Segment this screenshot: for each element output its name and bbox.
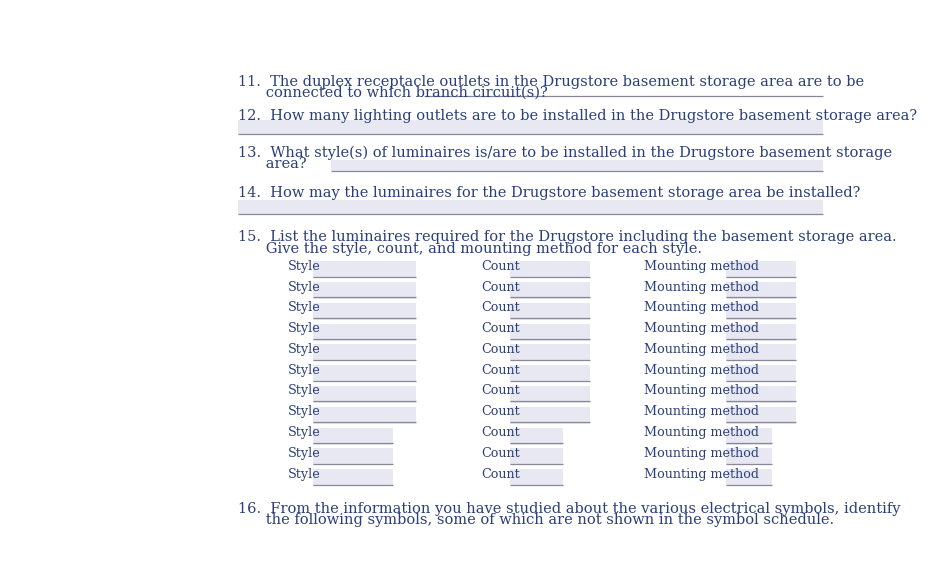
Bar	[726, 324, 795, 340]
Text: Style: Style	[288, 260, 321, 273]
Bar	[313, 448, 393, 465]
Text: Count: Count	[481, 364, 521, 376]
Text: Mounting method: Mounting method	[645, 447, 760, 460]
Bar	[313, 303, 415, 320]
Text: Style: Style	[288, 281, 321, 293]
Text: connected to which branch circuit(s)?: connected to which branch circuit(s)?	[238, 86, 547, 100]
Text: the following symbols, some of which are not shown in the symbol schedule.: the following symbols, some of which are…	[238, 513, 834, 527]
Text: Mounting method: Mounting method	[645, 343, 760, 356]
Circle shape	[310, 526, 327, 543]
Text: Count: Count	[481, 426, 521, 439]
Bar	[510, 324, 590, 340]
Bar	[238, 120, 822, 134]
Text: Mounting method: Mounting method	[645, 405, 760, 418]
Circle shape	[264, 526, 281, 543]
Bar	[726, 386, 795, 403]
Bar	[510, 365, 590, 382]
Bar	[510, 344, 590, 362]
Bar	[313, 386, 415, 403]
Text: Mounting method: Mounting method	[645, 322, 760, 335]
Bar	[726, 282, 795, 299]
Bar	[313, 324, 415, 340]
Bar	[726, 427, 773, 445]
Text: Mounting method: Mounting method	[645, 301, 760, 315]
Bar	[726, 344, 795, 362]
Bar	[726, 365, 795, 382]
Text: Mounting method: Mounting method	[645, 260, 760, 273]
Text: Count: Count	[481, 405, 521, 418]
Text: Count: Count	[481, 301, 521, 315]
Text: Style: Style	[288, 322, 321, 335]
Text: Mounting method: Mounting method	[645, 384, 760, 398]
Text: Count: Count	[481, 322, 521, 335]
Bar	[313, 365, 415, 382]
Bar	[313, 407, 415, 423]
Bar	[726, 261, 795, 278]
Bar	[726, 469, 773, 486]
Text: Count: Count	[481, 260, 521, 273]
Text: Mounting method: Mounting method	[645, 281, 760, 293]
Text: Mounting method: Mounting method	[645, 426, 760, 439]
Text: Style: Style	[288, 426, 321, 439]
Text: 12.  How many lighting outlets are to be installed in the Drugstore basement sto: 12. How many lighting outlets are to be …	[238, 109, 916, 123]
Text: Mounting method: Mounting method	[645, 468, 760, 481]
Text: Count: Count	[481, 468, 521, 481]
Text: Mounting method: Mounting method	[645, 364, 760, 376]
Bar	[726, 407, 795, 423]
Text: 13.  What style(s) of luminaires is/are to be installed in the Drugstore basemen: 13. What style(s) of luminaires is/are t…	[238, 146, 892, 160]
Text: 15.  List the luminaires required for the Drugstore including the basement stora: 15. List the luminaires required for the…	[238, 230, 896, 245]
Bar	[510, 386, 590, 403]
Text: Style: Style	[288, 405, 321, 418]
Bar	[510, 448, 563, 465]
Text: 14.  How may the luminaires for the Drugstore basement storage area be installed: 14. How may the luminaires for the Drugs…	[238, 186, 860, 200]
Text: Style: Style	[288, 447, 321, 460]
Bar	[510, 407, 590, 423]
Bar	[510, 282, 590, 299]
Bar	[510, 261, 590, 278]
Text: area?: area?	[238, 158, 306, 171]
Text: 16.  From the information you have studied about the various electrical symbols,: 16. From the information you have studie…	[238, 503, 901, 516]
Bar	[238, 199, 822, 214]
Bar	[510, 469, 563, 486]
Bar	[510, 303, 590, 320]
Text: Count: Count	[481, 343, 521, 356]
Bar	[726, 448, 773, 465]
Bar	[313, 261, 415, 278]
Text: 11.  The duplex receptacle outlets in the Drugstore basement storage area are to: 11. The duplex receptacle outlets in the…	[238, 75, 864, 89]
Text: Style: Style	[288, 384, 321, 398]
Bar	[313, 469, 393, 486]
Text: Style: Style	[288, 301, 321, 315]
Text: Style: Style	[288, 468, 321, 481]
Text: Count: Count	[481, 281, 521, 293]
Text: Give the style, count, and mounting method for each style.: Give the style, count, and mounting meth…	[238, 242, 701, 256]
Text: Style: Style	[288, 343, 321, 356]
Text: Count: Count	[481, 447, 521, 460]
Bar	[313, 344, 415, 362]
Bar	[313, 427, 393, 445]
Text: Style: Style	[288, 364, 321, 376]
Bar	[510, 427, 563, 445]
Bar	[313, 282, 415, 299]
Bar	[358, 531, 791, 545]
Bar	[331, 160, 822, 171]
Bar	[726, 303, 795, 320]
Text: Count: Count	[481, 384, 521, 398]
